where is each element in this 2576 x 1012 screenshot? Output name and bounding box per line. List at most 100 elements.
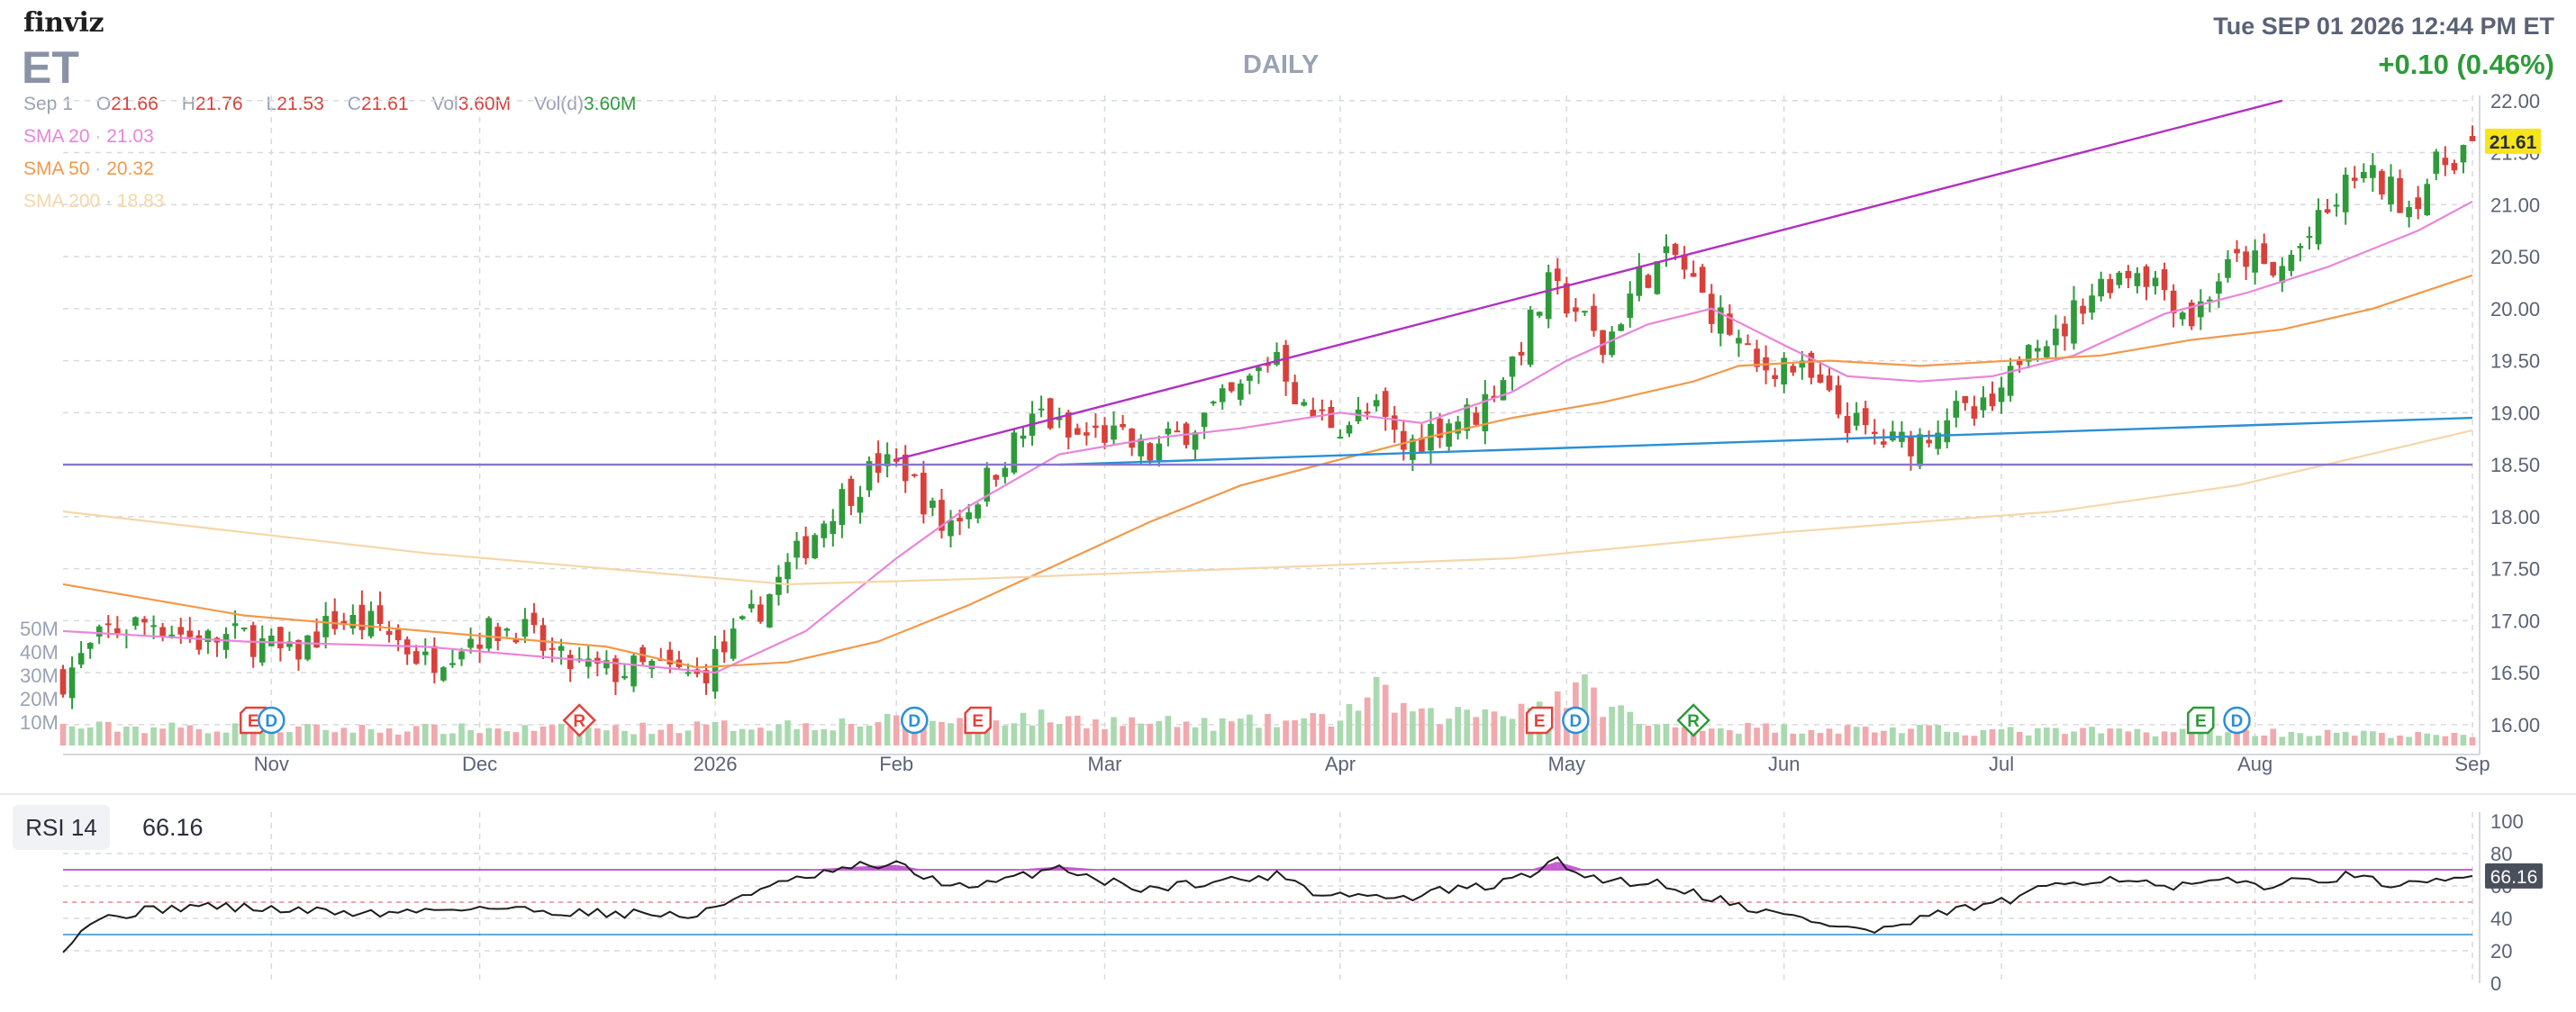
sma-50-legend[interactable]: SMA 50 · 20.32: [23, 158, 154, 179]
volume-bar: [2388, 737, 2394, 745]
candle: [1672, 243, 1679, 256]
candle: [1065, 412, 1072, 438]
candle: [1790, 366, 1797, 373]
volume-bar: [1310, 713, 1317, 745]
datetime-label: Tue SEP 01 2026 12:44 PM ET: [2213, 13, 2554, 40]
sma-200-line: [62, 429, 2473, 586]
volume-bar: [585, 727, 592, 745]
volume-bar: [1401, 702, 1407, 745]
candle: [2306, 236, 2313, 239]
volume-bar: [259, 729, 266, 745]
close-value: 21.61: [360, 94, 409, 114]
volume-bar: [1129, 717, 1135, 745]
volume-bar: [231, 723, 239, 745]
volume-bar: [2116, 728, 2123, 745]
candle: [367, 610, 375, 637]
volume-bar: [2342, 731, 2349, 745]
candle: [1627, 294, 1634, 319]
candle: [304, 635, 311, 660]
dividend-marker: D: [1562, 706, 1590, 735]
sma-200-legend[interactable]: SMA 200 · 18.83: [23, 191, 165, 212]
candle: [2170, 290, 2177, 313]
volume-bar: [2361, 730, 2367, 745]
last-price-tag: [2485, 128, 2541, 154]
volume-bar: [331, 732, 339, 745]
candle: [458, 651, 465, 660]
volume-bar: [114, 731, 121, 745]
volume-bar: [2306, 736, 2313, 745]
volume-bar: [2433, 735, 2440, 745]
volume-bar: [1718, 727, 1724, 745]
volume-bar: [1636, 723, 1643, 745]
candle: [1401, 430, 1407, 450]
candle: [114, 628, 121, 634]
candle: [866, 461, 873, 491]
high-value: 21.76: [195, 94, 243, 114]
volume-bar: [558, 723, 565, 745]
candle: [794, 540, 800, 558]
volume-bar: [1038, 709, 1045, 745]
volume-bar: [1582, 673, 1588, 745]
close-label: C: [347, 94, 361, 114]
volume-bar: [531, 730, 538, 745]
volume-bar: [766, 730, 773, 745]
candle: [1002, 467, 1009, 477]
volume-bar: [658, 729, 665, 745]
volume-bar: [1926, 725, 1932, 745]
volume-bar: [1699, 730, 1706, 745]
volume-bar: [467, 729, 474, 745]
volume-bar: [522, 725, 529, 745]
volume-bar: [476, 733, 483, 745]
price-tick-label: 19.50: [2490, 350, 2540, 373]
candle: [2152, 277, 2159, 286]
candle: [803, 536, 809, 558]
open-value: 21.66: [111, 94, 159, 114]
volume-bar: [1781, 724, 1788, 745]
candle: [748, 603, 755, 609]
candle: [2379, 170, 2385, 195]
volume-bar: [1645, 726, 1652, 745]
volume-bar: [2197, 732, 2204, 745]
candle: [204, 630, 212, 642]
candle: [984, 467, 991, 502]
candle: [1935, 432, 1941, 449]
rsi-label[interactable]: RSI 14: [13, 805, 110, 850]
volume-bar: [1455, 707, 1462, 745]
candle: [1681, 254, 1688, 270]
candle: [911, 474, 918, 476]
volume-bar: [2406, 736, 2412, 745]
event-label: E: [972, 712, 984, 731]
candle: [812, 535, 818, 559]
volume-bar: [1790, 733, 1797, 745]
sma-20-legend[interactable]: SMA 20 · 21.03: [23, 126, 154, 147]
candle: [413, 651, 420, 664]
volume-bar: [2442, 736, 2449, 745]
candle: [2143, 266, 2150, 287]
finviz-logo[interactable]: finviz: [23, 7, 104, 39]
volume-bar: [340, 727, 348, 745]
ohlc-readout: Sep 1 O21.66 H21.76 L21.53 C21.61 Vol3.60M Vol…: [23, 94, 636, 115]
candle: [1301, 402, 1308, 406]
candle: [884, 454, 891, 466]
candle: [685, 672, 692, 674]
price-tick-label: 21.00: [2490, 194, 2540, 216]
candle: [1283, 345, 1289, 382]
candle: [893, 458, 900, 462]
volume-bar: [2424, 733, 2431, 745]
dividend-icon: [258, 706, 286, 735]
candle: [1410, 438, 1416, 460]
candle: [766, 594, 773, 628]
candle: [1908, 437, 1914, 456]
candle: [1545, 272, 1552, 320]
volume-bar: [830, 730, 837, 745]
volume-bar: [1591, 687, 1597, 745]
volume-bar: [757, 727, 764, 745]
candle: [2216, 281, 2222, 294]
candle: [2062, 323, 2068, 337]
volume-bar: [803, 723, 809, 745]
volume-bar: [1391, 712, 1398, 745]
volume-bar: [68, 726, 76, 745]
candle: [1129, 429, 1135, 448]
candle: [902, 454, 909, 482]
